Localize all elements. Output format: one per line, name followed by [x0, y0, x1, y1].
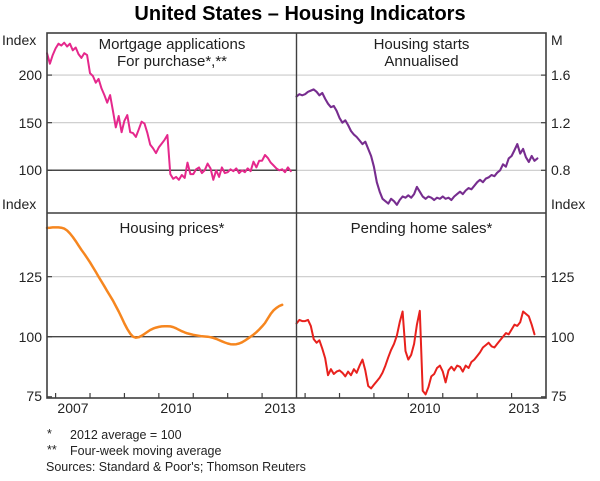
series-line-pending-home-sales: [295, 309, 536, 396]
panel-subtitle-annualised: Annualised: [384, 53, 459, 70]
panel-title-pending-home-sales: Pending home sales*: [350, 220, 493, 237]
series-line-housing-prices: [45, 226, 284, 346]
y-tick-left-150: 150: [18, 115, 42, 131]
panel-title-mortgage-applications: Mortgage applications: [98, 36, 246, 53]
unit-label-index-top-left: Index: [2, 32, 37, 48]
y-tick-right-100b: 100: [551, 329, 575, 345]
y-tick-right-75b: 75: [551, 388, 567, 404]
unit-label-index-mid-right: Index: [551, 196, 586, 212]
x-label-2010-right: 2010: [409, 400, 441, 416]
y-tick-left-100: 100: [18, 162, 42, 178]
x-label-2013-right: 2013: [508, 400, 540, 416]
y-tick-right-125b: 125: [551, 269, 575, 285]
footnote-2-marker: **: [47, 443, 57, 457]
unit-label-m-top-right: M: [551, 32, 563, 48]
x-label-2010-left: 2010: [160, 400, 192, 416]
y-tick-right-1-2: 1.2: [551, 115, 571, 131]
footnote-2-text: Four-week moving average: [70, 444, 222, 458]
x-label-2007-left: 2007: [57, 400, 89, 416]
y-tick-left-75b: 75: [26, 388, 42, 404]
panel-title-housing-starts: Housing starts: [373, 36, 470, 53]
series-line-mortgage-applications: [46, 41, 292, 181]
y-tick-left-200: 200: [18, 67, 42, 83]
panel-title-housing-prices: Housing prices*: [119, 220, 225, 237]
series-line-housing-starts: [295, 88, 539, 206]
y-tick-left-100b: 100: [18, 329, 42, 345]
y-tick-right-1-6: 1.6: [551, 67, 571, 83]
x-label-2013-left: 2013: [264, 400, 296, 416]
panel-subtitle-for-purchase: For purchase*,**: [116, 53, 228, 70]
y-tick-left-125b: 125: [18, 269, 42, 285]
sources-line: Sources: Standard & Poor's; Thomson Reut…: [46, 460, 306, 474]
unit-label-index-mid-left: Index: [2, 196, 37, 212]
footnote-1-marker: *: [47, 427, 52, 441]
footnote-1-text: 2012 average = 100: [70, 428, 182, 442]
chart-title: United States – Housing Indicators: [134, 3, 466, 25]
y-tick-right-0-8: 0.8: [551, 162, 571, 178]
